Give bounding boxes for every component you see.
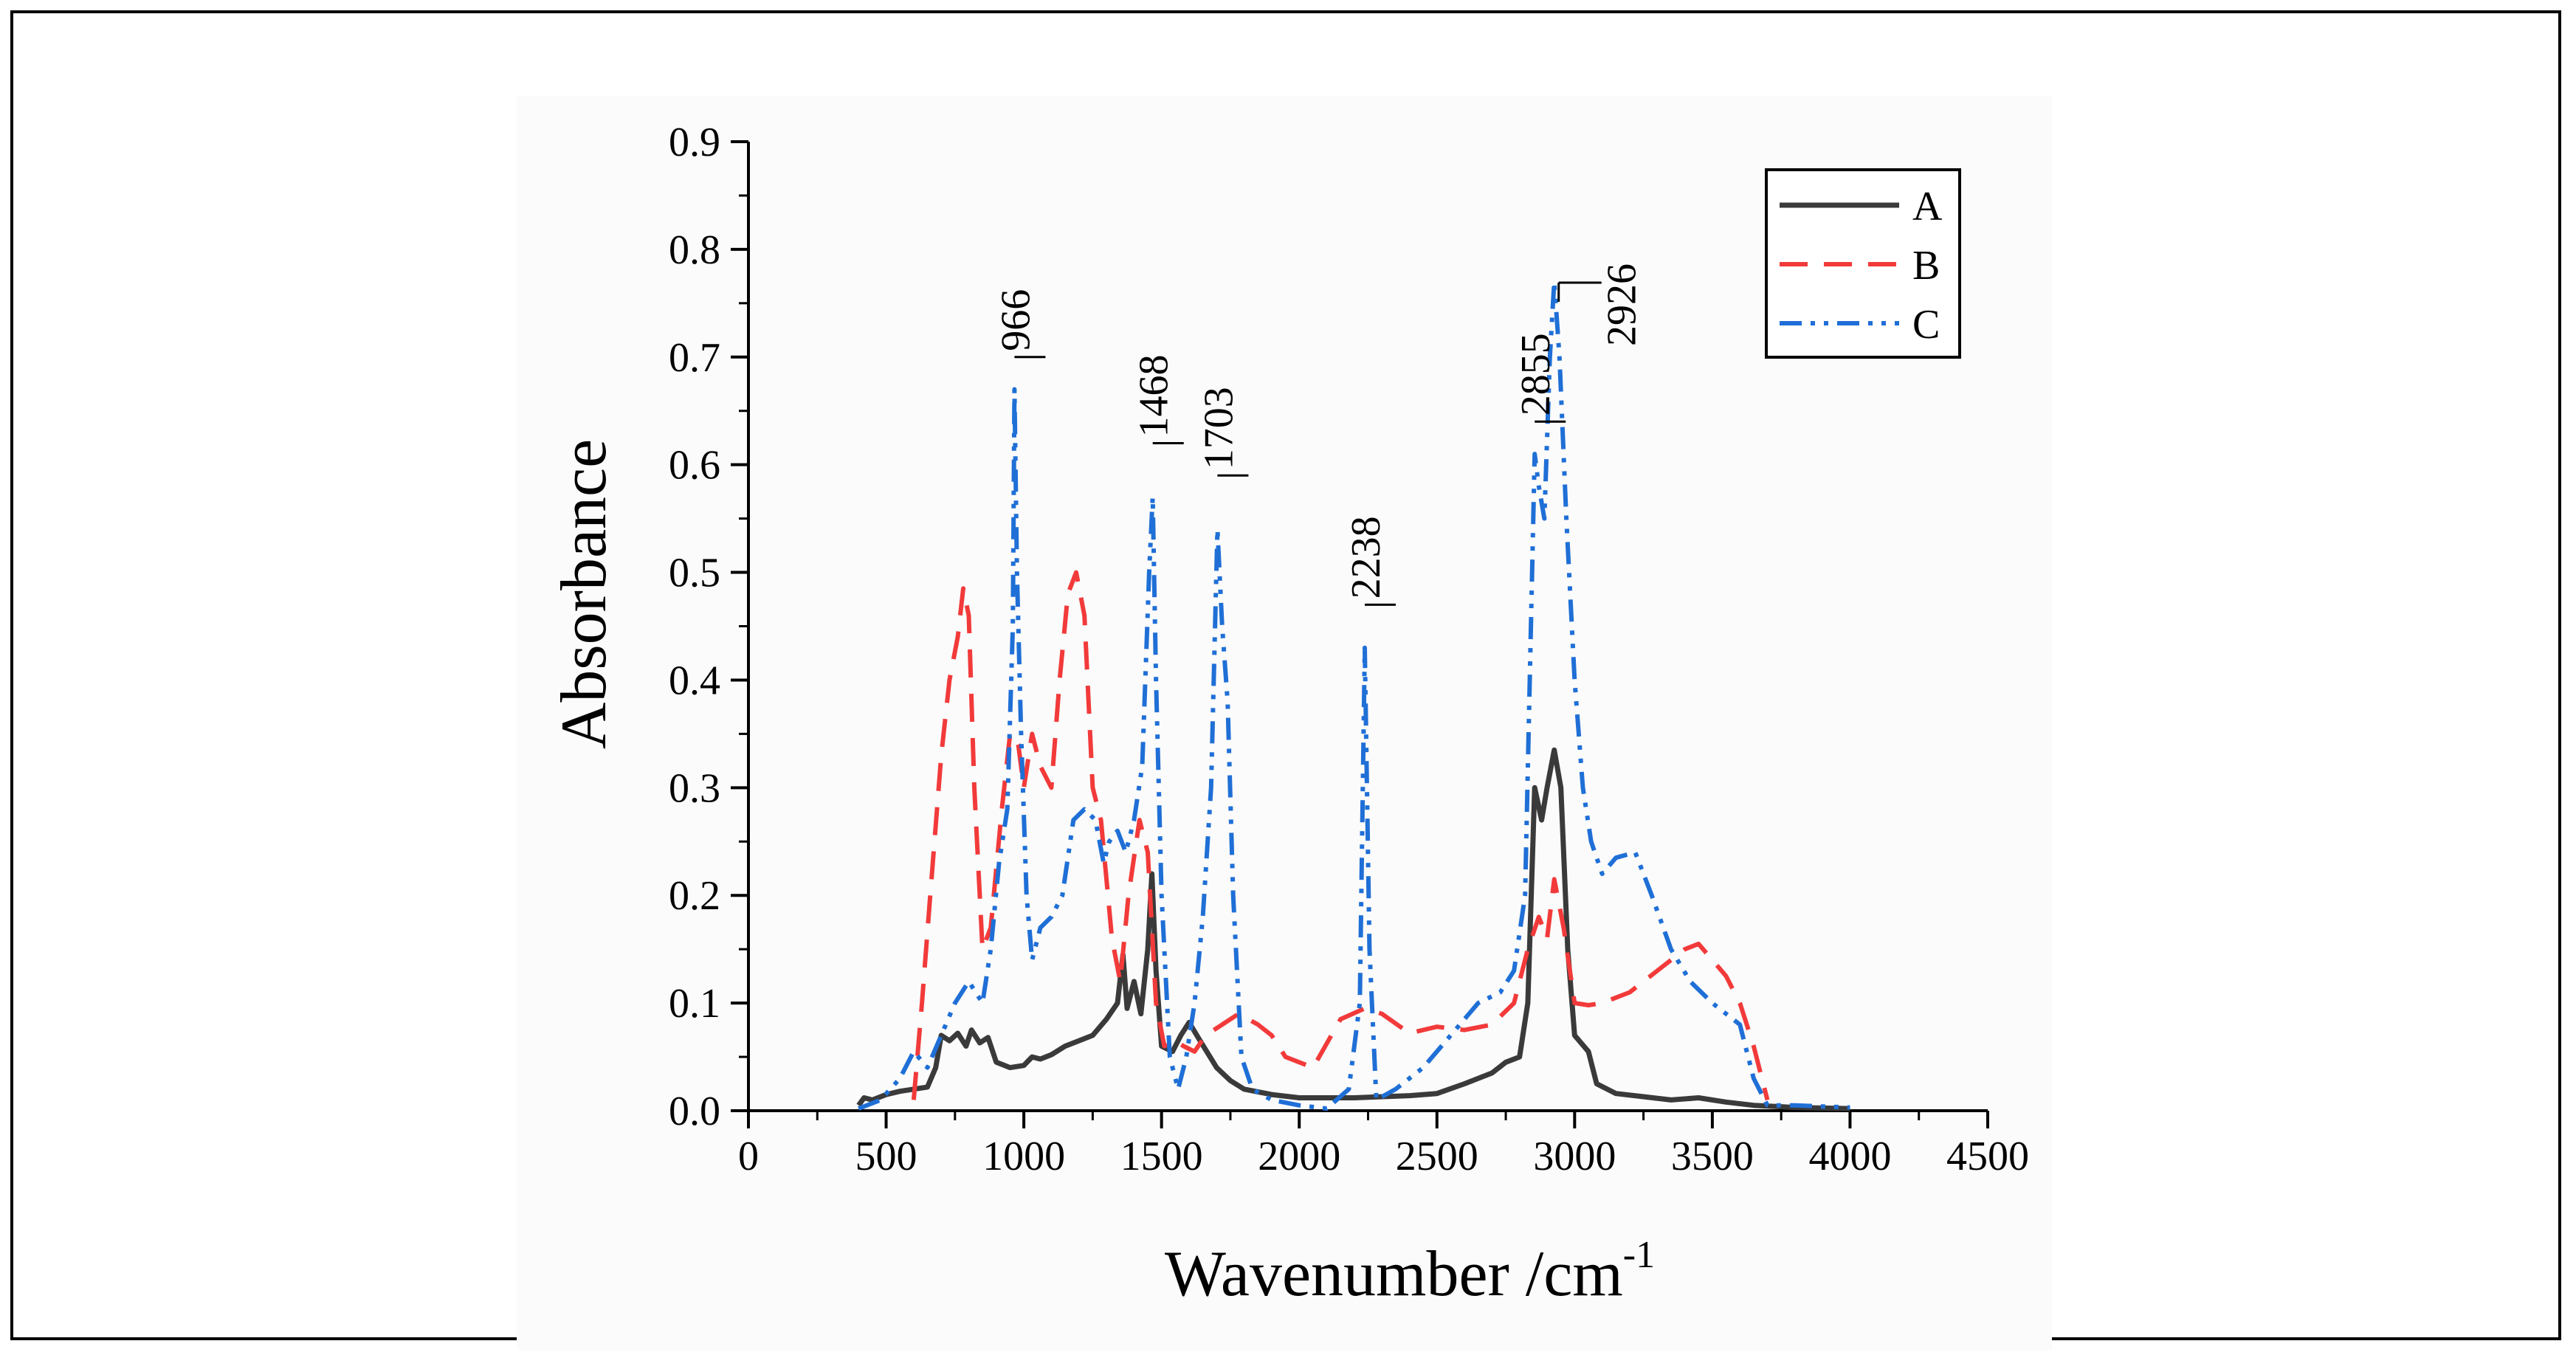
x-tick-label: 500 (855, 1134, 917, 1179)
series-line-c (858, 279, 1850, 1111)
x-tick-label: 3000 (1533, 1134, 1616, 1179)
y-tick-label: 0.9 (669, 120, 720, 165)
legend: ABC (1765, 168, 1961, 359)
annotation-label: 2855 (1513, 333, 1559, 416)
annotation-layer: 966 1468 1703 2238 2855 2926 (993, 263, 1645, 606)
x-tick-label: 1500 (1120, 1134, 1203, 1179)
x-tick-label: 2000 (1258, 1134, 1340, 1179)
legend-label: C (1912, 302, 1940, 348)
series-layer (856, 279, 1850, 1111)
x-axis-label-main: Wavenumber /cm (1165, 1238, 1623, 1310)
series-line-a (856, 747, 1850, 1111)
x-tick-label: 3500 (1671, 1134, 1754, 1179)
y-tick-label: 0.1 (669, 981, 720, 1027)
legend-label: B (1912, 243, 1940, 289)
series-line-b (911, 570, 1770, 1101)
y-tick-label: 0.3 (669, 765, 720, 811)
y-tick-label: 0.0 (669, 1089, 720, 1134)
x-tick-label: 0 (738, 1134, 759, 1179)
legend-label: A (1912, 184, 1943, 230)
x-axis-label-superscript: -1 (1623, 1234, 1655, 1276)
x-tick-label: 4500 (1946, 1134, 2029, 1179)
annotation-label: 2926 (1599, 263, 1645, 346)
y-tick-label: 0.8 (669, 227, 720, 273)
y-axis-label: Absorbance (548, 439, 620, 749)
y-tick-label: 0.7 (669, 335, 720, 381)
annotation-label: 1703 (1196, 387, 1241, 469)
x-tick-label: 4000 (1808, 1134, 1891, 1179)
y-tick-label: 0.6 (669, 443, 720, 489)
y-tick-label: 0.5 (669, 551, 720, 596)
x-tick-label: 2500 (1396, 1134, 1478, 1179)
axes: 0 500 1000 1500 2000 2500 3000 3500 4000 4500 0.0 0… (669, 120, 2029, 1179)
annotation-label: 2238 (1343, 516, 1389, 599)
x-axis-label: Wavenumber /cm-1 (1165, 1234, 1655, 1310)
y-tick-label: 0.4 (669, 658, 720, 703)
annotation-label: 966 (993, 289, 1039, 351)
x-tick-label: 1000 (982, 1134, 1065, 1179)
annotation-label: 1468 (1132, 354, 1177, 437)
y-tick-label: 0.2 (669, 873, 720, 919)
